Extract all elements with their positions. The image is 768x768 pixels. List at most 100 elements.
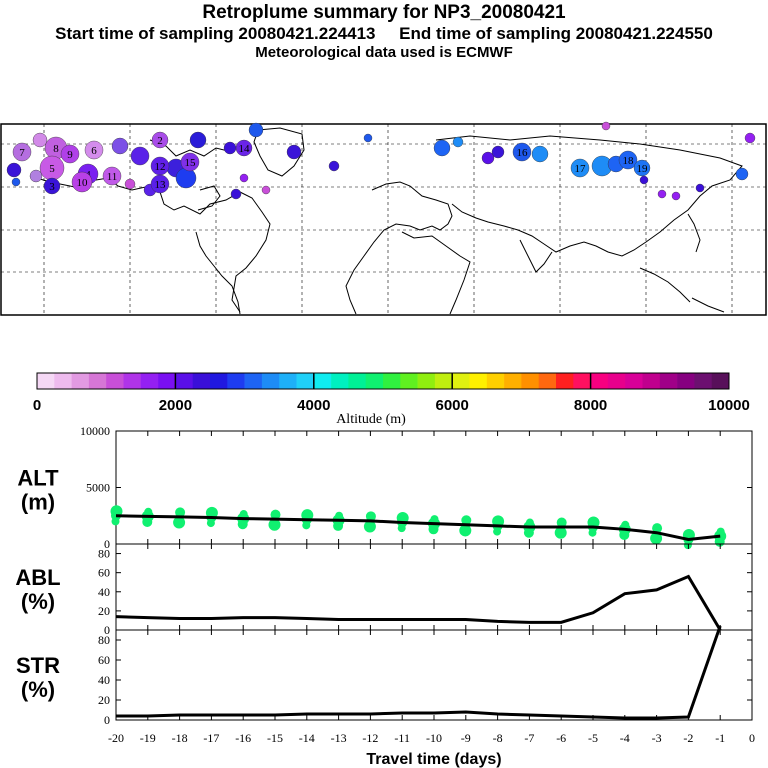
y-tick-label: 40 bbox=[98, 585, 110, 599]
panel-side-label: ALT bbox=[17, 466, 59, 491]
x-tick-label: -5 bbox=[588, 731, 598, 745]
plume-dot bbox=[239, 173, 249, 183]
plume-marker bbox=[570, 158, 590, 178]
altitude-point bbox=[430, 515, 439, 524]
colorbar-swatch bbox=[140, 373, 159, 389]
plume-dot bbox=[695, 183, 705, 193]
colorbar-swatch bbox=[210, 373, 228, 389]
plume-dot bbox=[175, 167, 197, 189]
colorbar-swatch bbox=[538, 373, 557, 389]
y-tick-label: 40 bbox=[98, 673, 110, 687]
plume-dot bbox=[6, 162, 22, 178]
x-tick-label: -6 bbox=[556, 731, 566, 745]
plume-marker bbox=[12, 142, 32, 162]
colorbar-swatch bbox=[261, 373, 280, 389]
altitude-point bbox=[335, 511, 344, 520]
plume-dot bbox=[29, 169, 43, 183]
panel-side-label: ABL bbox=[15, 565, 60, 590]
plume-marker bbox=[60, 144, 80, 164]
met-data-line: Meteorological data used is ECMWF bbox=[255, 44, 513, 61]
colorbar-swatch bbox=[659, 373, 678, 389]
australia-coast bbox=[691, 297, 725, 313]
x-tick-label: -9 bbox=[461, 731, 471, 745]
altitude-point bbox=[144, 507, 153, 516]
coastlines bbox=[29, 127, 743, 315]
plume-dot bbox=[744, 132, 756, 144]
colorbar-swatch bbox=[711, 373, 730, 389]
x-axis-label: Travel time (days) bbox=[366, 751, 501, 768]
plume-marker bbox=[235, 139, 253, 157]
colorbar-swatch bbox=[54, 373, 72, 389]
plume-dot bbox=[433, 139, 451, 157]
asia-coast bbox=[435, 135, 743, 257]
chart-title: Retroplume summary for NP3_20080421 bbox=[202, 2, 566, 23]
plume-dot bbox=[657, 189, 667, 199]
north-america-coast bbox=[95, 177, 271, 313]
plume-marker bbox=[150, 174, 170, 194]
plume-dot bbox=[130, 146, 150, 166]
y-tick-label: 80 bbox=[98, 633, 110, 647]
colorbar-tick-label: 2000 bbox=[159, 397, 192, 414]
world-map: 7896543101112132141516171819 bbox=[0, 121, 767, 316]
colorbar-swatch bbox=[106, 373, 124, 389]
plume-marker-label: 9 bbox=[67, 149, 73, 161]
plume-marker-label: 18 bbox=[623, 155, 635, 167]
plume-dot bbox=[735, 167, 749, 181]
chart-panel-abl: 0 20 40 60 80 ABL(%) bbox=[15, 543, 753, 637]
altitude-point bbox=[461, 515, 472, 526]
altitude-point bbox=[270, 509, 281, 520]
map-frame bbox=[0, 123, 767, 316]
panel-side-unit: (%) bbox=[21, 589, 55, 614]
plume-marker bbox=[180, 152, 200, 172]
plume-dot bbox=[639, 175, 649, 185]
plume-dot bbox=[230, 188, 242, 200]
colorbar-swatch bbox=[677, 373, 695, 389]
colorbar-swatch bbox=[521, 373, 539, 389]
plume-marker-label: 12 bbox=[155, 161, 166, 173]
altitude-colorbar: 0 2000 4000 6000 8000 10000 Altitude (m) bbox=[33, 372, 750, 427]
altitude-point bbox=[621, 520, 630, 529]
panel-side-unit: (%) bbox=[21, 677, 55, 702]
plume-marker bbox=[84, 140, 104, 160]
y-tick-label: 60 bbox=[98, 566, 110, 580]
plume-marker-label: 7 bbox=[19, 147, 25, 159]
panel-side-label: STR bbox=[16, 653, 60, 678]
x-tick-label: 0 bbox=[749, 731, 755, 745]
x-tick-label: -15 bbox=[267, 731, 283, 745]
altitude-point bbox=[175, 507, 186, 518]
europe-africa-coast bbox=[345, 181, 471, 315]
x-tick-label: -7 bbox=[524, 731, 534, 745]
plume-marker bbox=[71, 171, 93, 193]
altitude-point bbox=[365, 511, 376, 522]
plume-dot bbox=[124, 178, 136, 190]
colorbar-frame bbox=[36, 372, 730, 390]
colorbar-swatch bbox=[123, 373, 142, 389]
y-tick-label: 60 bbox=[98, 653, 110, 667]
y-tick-label: 20 bbox=[98, 604, 110, 618]
colorbar-swatch bbox=[192, 373, 211, 389]
plume-markers: 7896543101112132141516171819 bbox=[6, 121, 756, 201]
colorbar-swatch bbox=[175, 373, 193, 389]
plume-marker-label: 5 bbox=[49, 163, 55, 175]
plume-marker-label: 10 bbox=[77, 177, 89, 189]
plume-dot bbox=[189, 131, 207, 149]
plume-marker-label: 2 bbox=[157, 135, 163, 147]
colorbar-swatch bbox=[365, 373, 384, 389]
plume-marker bbox=[633, 159, 651, 177]
x-tick-label: -17 bbox=[203, 731, 219, 745]
colorbar-swatch bbox=[348, 373, 366, 389]
colorbar-swatch bbox=[400, 373, 418, 389]
x-tick-label: -4 bbox=[620, 731, 630, 745]
x-tick-label: -10 bbox=[426, 731, 442, 745]
plume-marker-label: 8 bbox=[53, 143, 59, 155]
arctic-islands-coast bbox=[149, 139, 233, 157]
colorbar-swatch bbox=[331, 373, 349, 389]
x-tick-label: -12 bbox=[362, 731, 378, 745]
plume-dot bbox=[11, 177, 21, 187]
plume-dot bbox=[248, 122, 264, 138]
x-tick-label: -13 bbox=[331, 731, 347, 745]
plume-marker bbox=[102, 166, 122, 186]
plume-marker-label: 17 bbox=[575, 163, 587, 175]
altitude-point bbox=[556, 517, 567, 528]
